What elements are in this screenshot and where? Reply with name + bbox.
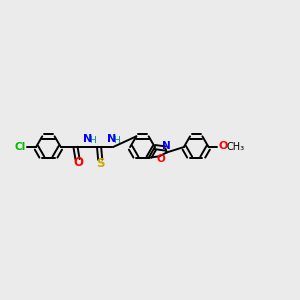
Text: H: H: [113, 136, 120, 145]
Text: H: H: [89, 136, 96, 145]
Text: O: O: [219, 141, 228, 151]
Text: Cl: Cl: [14, 142, 26, 152]
Text: CH₃: CH₃: [226, 142, 244, 152]
Text: O: O: [156, 154, 165, 164]
Text: N: N: [107, 134, 116, 144]
Text: S: S: [97, 157, 105, 170]
Text: N: N: [162, 141, 171, 151]
Text: O: O: [73, 157, 83, 169]
Text: N: N: [83, 134, 93, 144]
